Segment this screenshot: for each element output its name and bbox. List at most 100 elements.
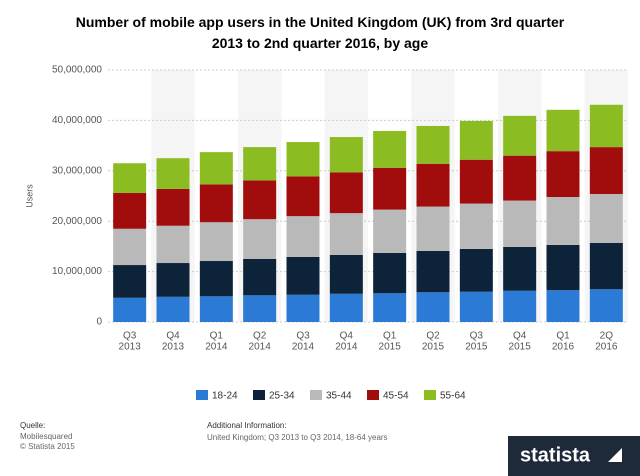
x-tick-label: Q4 xyxy=(513,331,527,342)
legend-label: 35-44 xyxy=(326,391,352,402)
y-tick-label: 50,000,000 xyxy=(52,65,102,76)
x-tick-label: 2016 xyxy=(552,342,575,353)
bar-segment xyxy=(329,137,363,173)
bar-segment xyxy=(416,250,450,293)
bar-segment xyxy=(286,142,320,177)
x-tick-label: 2015 xyxy=(379,342,402,353)
bar-segment xyxy=(199,222,233,262)
bar-segment xyxy=(156,188,190,226)
bar-segment xyxy=(459,159,493,204)
y-tick-label: 20,000,000 xyxy=(52,216,102,227)
logo: statista xyxy=(520,444,591,466)
x-tick-label: Q1 xyxy=(210,331,224,342)
bar-segment xyxy=(156,225,190,264)
bar-segment xyxy=(373,130,407,168)
x-tick-label: Q2 xyxy=(253,331,267,342)
bar-segment xyxy=(113,192,147,229)
x-tick-label: Q1 xyxy=(383,331,397,342)
bar-segment xyxy=(546,197,580,245)
x-tick-label: 2014 xyxy=(205,342,228,353)
x-tick-label: Q4 xyxy=(340,331,354,342)
legend-swatch xyxy=(310,390,322,400)
bar-segment xyxy=(459,291,493,322)
bar-segment xyxy=(329,254,363,294)
bar-segment xyxy=(416,292,450,322)
legend-swatch xyxy=(367,390,379,400)
bar-segment xyxy=(503,290,537,322)
bar-segment xyxy=(459,120,493,160)
x-tick-label: 2015 xyxy=(465,342,488,353)
x-tick-label: 2013 xyxy=(162,342,185,353)
x-tick-label: 2016 xyxy=(595,342,618,353)
x-tick-label: 2014 xyxy=(335,342,358,353)
bar-segment xyxy=(589,104,623,148)
bar-segment xyxy=(286,294,320,322)
x-tick-label: Q3 xyxy=(296,331,310,342)
bar-segment xyxy=(416,163,450,207)
bar-segment xyxy=(503,246,537,291)
x-tick-label: Q3 xyxy=(123,331,137,342)
legend-label: 18-24 xyxy=(212,391,238,402)
bar-segment xyxy=(156,158,190,189)
bar-segment xyxy=(243,259,277,296)
bar-segment xyxy=(373,209,407,253)
bar-segment xyxy=(589,193,623,243)
bar-segment xyxy=(329,293,363,322)
bar-segment xyxy=(199,261,233,297)
x-tick-label: 2015 xyxy=(509,342,532,353)
y-tick-label: 40,000,000 xyxy=(52,115,102,126)
bar-segment xyxy=(286,256,320,295)
bar-segment xyxy=(199,296,233,322)
bar-segment xyxy=(243,147,277,181)
bar-segment xyxy=(546,290,580,322)
bar-segment xyxy=(373,167,407,210)
bar-segment xyxy=(113,297,147,322)
x-tick-label: 2Q xyxy=(600,331,614,342)
bar-segment xyxy=(589,289,623,322)
bar-segment xyxy=(156,296,190,322)
bar-segment xyxy=(199,184,233,223)
bar-segment xyxy=(373,293,407,322)
info: United Kingdom; Q3 2013 to Q3 2014, 18-6… xyxy=(207,433,388,442)
x-tick-label: 2015 xyxy=(422,342,445,353)
bar-segment xyxy=(329,172,363,214)
legend-label: 55-64 xyxy=(440,391,466,402)
bar-segment xyxy=(156,263,190,297)
bar-segment xyxy=(546,244,580,291)
bar-segment xyxy=(416,125,450,164)
legend-swatch xyxy=(424,390,436,400)
bar-segment xyxy=(589,242,623,290)
source-heading: Quelle: xyxy=(20,421,45,430)
bar-segment xyxy=(113,228,147,266)
bar-segment xyxy=(243,180,277,220)
bar-segment xyxy=(459,203,493,249)
x-tick-label: 2013 xyxy=(119,342,142,353)
bar-segment xyxy=(286,216,320,257)
legend-swatch xyxy=(253,390,265,400)
chart-title: Number of mobile app users in the United… xyxy=(75,14,565,51)
bar-segment xyxy=(113,163,147,193)
x-tick-label: Q1 xyxy=(556,331,570,342)
legend-label: 45-54 xyxy=(383,391,409,402)
y-tick-label: 30,000,000 xyxy=(52,165,102,176)
bar-segment xyxy=(589,147,623,194)
y-tick-label: 10,000,000 xyxy=(52,266,102,277)
bar-segment xyxy=(546,151,580,198)
x-tick-label: Q2 xyxy=(426,331,440,342)
x-tick-label: 2014 xyxy=(292,342,315,353)
copyright: © Statista 2015 xyxy=(20,442,75,451)
x-tick-label: 2014 xyxy=(249,342,272,353)
bar-segment xyxy=(199,152,233,185)
info-heading: Additional Information: xyxy=(207,421,287,430)
y-tick-label: 0 xyxy=(96,317,102,328)
bar-segment xyxy=(546,109,580,152)
bar-segment xyxy=(113,265,147,298)
bar-segment xyxy=(373,252,407,294)
bar-segment xyxy=(286,176,320,217)
legend-swatch xyxy=(196,390,208,400)
bar-segment xyxy=(503,200,537,247)
bar-segment xyxy=(503,155,537,201)
bar-segment xyxy=(503,115,537,156)
